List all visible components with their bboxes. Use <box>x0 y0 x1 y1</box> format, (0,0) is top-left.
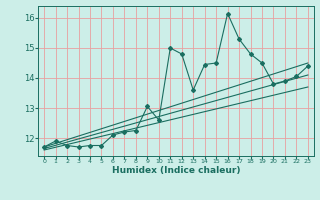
X-axis label: Humidex (Indice chaleur): Humidex (Indice chaleur) <box>112 166 240 175</box>
